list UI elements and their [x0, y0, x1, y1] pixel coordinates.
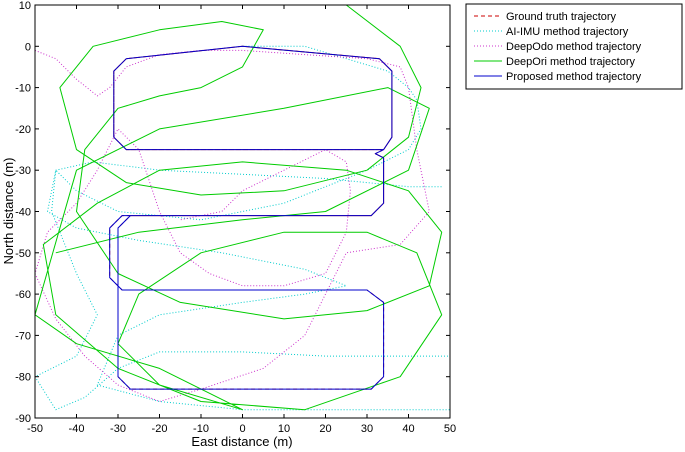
y-tick-label: -30 [15, 165, 31, 177]
x-axis-title: East distance (m) [191, 434, 292, 449]
x-tick-label: 20 [319, 423, 331, 435]
legend-label: Proposed method trajectory [506, 71, 642, 83]
x-tick-label: 50 [444, 423, 456, 435]
legend-label: DeepOri method trajectory [506, 56, 635, 68]
x-tick-label: -10 [193, 423, 209, 435]
x-tick-label: -20 [152, 423, 168, 435]
x-tick-label: 0 [239, 423, 245, 435]
series-line-proposed-method-trajectory [109, 45, 393, 390]
x-tick-label: -30 [110, 423, 126, 435]
y-tick-label: 10 [19, 0, 31, 12]
legend: Ground truth trajectory AI-IMU method tra… [465, 3, 683, 90]
y-axis-title: North distance (m) [1, 158, 16, 265]
series-layer [35, 5, 450, 411]
x-tick-label: 30 [361, 423, 373, 435]
legend-label: Ground truth trajectory [506, 11, 617, 23]
y-tick-label: -50 [15, 248, 31, 260]
series-line-deepodo-method-trajectory [35, 49, 430, 402]
y-tick-label: -90 [15, 413, 31, 425]
y-tick-label: -70 [15, 330, 31, 342]
legend-label: AI-IMU method trajectory [506, 26, 629, 38]
y-tick-label: -80 [15, 372, 31, 384]
y-tick-label: 0 [25, 41, 31, 53]
series-line-deepori-method-trajectory [35, 5, 443, 411]
y-tick-label: -20 [15, 124, 31, 136]
series-line-ai-imu-method-trajectory [35, 45, 450, 411]
y-tick-label: -10 [15, 83, 31, 95]
x-tick-label: 40 [402, 423, 414, 435]
y-tick-label: -60 [15, 289, 31, 301]
x-tick-label: -50 [27, 423, 43, 435]
legend-label: DeepOdo method trajectory [506, 41, 642, 53]
x-tick-label: 10 [278, 423, 290, 435]
y-tick-label: -40 [15, 207, 31, 219]
x-tick-label: -40 [69, 423, 85, 435]
tick-layer: -50 -40 -30 -20 -10 0 10 20 30 40 50 10 0 -10 -20 -30 -4… [15, 0, 456, 435]
